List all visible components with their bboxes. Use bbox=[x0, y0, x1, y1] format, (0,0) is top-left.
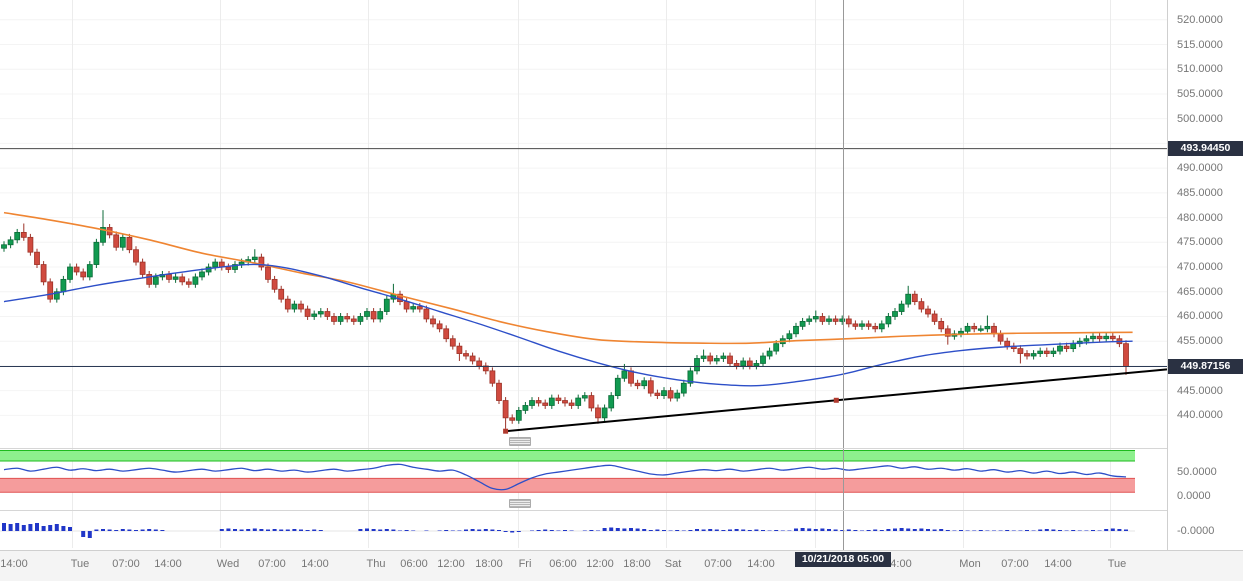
time-tick-label: 06:00 bbox=[549, 558, 577, 570]
oscillator-pane-resize-grip[interactable] bbox=[509, 499, 531, 508]
time-tick-label: 14:00 bbox=[301, 558, 329, 570]
time-tick-label: 06:00 bbox=[400, 558, 428, 570]
time-tick-label: 18:00 bbox=[623, 558, 651, 570]
oscillator-tick-label: 0.0000 bbox=[1177, 490, 1211, 503]
time-tick-label: 14:00 bbox=[747, 558, 775, 570]
price-tick-label: 460.0000 bbox=[1177, 310, 1223, 323]
price-tick-label: 515.0000 bbox=[1177, 38, 1223, 51]
candlesticks bbox=[1, 210, 1129, 429]
crosshair-date-badge: 10/21/2018 05:00 bbox=[795, 552, 891, 567]
time-tick-label: Mon bbox=[959, 558, 981, 570]
time-tick-label: 14:00 bbox=[0, 558, 28, 570]
price-tick-label: 440.0000 bbox=[1177, 409, 1223, 422]
oscillator-tick-label: 50.0000 bbox=[1177, 466, 1217, 479]
main-pane-resize-grip[interactable] bbox=[509, 437, 531, 446]
price-tick-label: 480.0000 bbox=[1177, 211, 1223, 224]
price-tick-label: 505.0000 bbox=[1177, 87, 1223, 100]
grid-layer bbox=[0, 0, 1167, 548]
current-price-badge: 449.87156 bbox=[1168, 359, 1243, 375]
time-tick-label: Fri bbox=[518, 558, 532, 570]
price-tick-label: 470.0000 bbox=[1177, 261, 1223, 274]
price-axis[interactable]: 520.0000 515.0000 510.0000 505.0000 500.0000… bbox=[1167, 0, 1243, 550]
price-tick-label: 510.0000 bbox=[1177, 63, 1223, 76]
time-tick-label: 12:00 bbox=[586, 558, 614, 570]
time-tick-label: 14:00 bbox=[154, 558, 182, 570]
time-tick-label: 18:00 bbox=[475, 558, 503, 570]
trendline[interactable] bbox=[503, 368, 1168, 434]
histogram-bars bbox=[0, 523, 1135, 538]
time-axis[interactable]: 14:00 Tue 07:00 14:00 Wed 07:00 14:00 Thu 06:00 1… bbox=[0, 550, 1243, 581]
trendline-handle[interactable] bbox=[833, 397, 839, 403]
order-level-badge: 493.94450 bbox=[1168, 141, 1243, 157]
price-tick-label: 455.0000 bbox=[1177, 335, 1223, 348]
time-tick-label: Wed bbox=[216, 558, 240, 570]
ma-slow-line bbox=[3, 211, 1133, 345]
time-tick-label: 07:00 bbox=[112, 558, 140, 570]
price-tick-label: 520.0000 bbox=[1177, 13, 1223, 26]
time-tick-label: Tue bbox=[1107, 558, 1127, 570]
time-tick-label: 07:00 bbox=[704, 558, 732, 570]
price-tick-label: 475.0000 bbox=[1177, 236, 1223, 249]
time-tick-label: Tue bbox=[70, 558, 90, 570]
time-tick-label: 12:00 bbox=[437, 558, 465, 570]
price-tick-label: 465.0000 bbox=[1177, 285, 1223, 298]
price-tick-label: 445.0000 bbox=[1177, 384, 1223, 397]
price-tick-label: 485.0000 bbox=[1177, 186, 1223, 199]
time-tick-label: 07:00 bbox=[1001, 558, 1029, 570]
time-tick-label: 07:00 bbox=[258, 558, 286, 570]
time-tick-label: 14:00 bbox=[1044, 558, 1072, 570]
time-tick-label: Thu bbox=[366, 558, 386, 570]
oscillator-line bbox=[3, 463, 1127, 491]
histogram-tick-label: -0.0000 bbox=[1177, 525, 1215, 537]
trendline-handle[interactable] bbox=[503, 428, 509, 434]
time-tick-label: 4:00 bbox=[890, 558, 912, 570]
price-tick-label: 490.0000 bbox=[1177, 162, 1223, 175]
oscillator-bands bbox=[0, 449, 1135, 493]
time-tick-label: Sat bbox=[664, 558, 682, 570]
price-tick-label: 500.0000 bbox=[1177, 112, 1223, 125]
ma-fast-line bbox=[3, 263, 1133, 387]
